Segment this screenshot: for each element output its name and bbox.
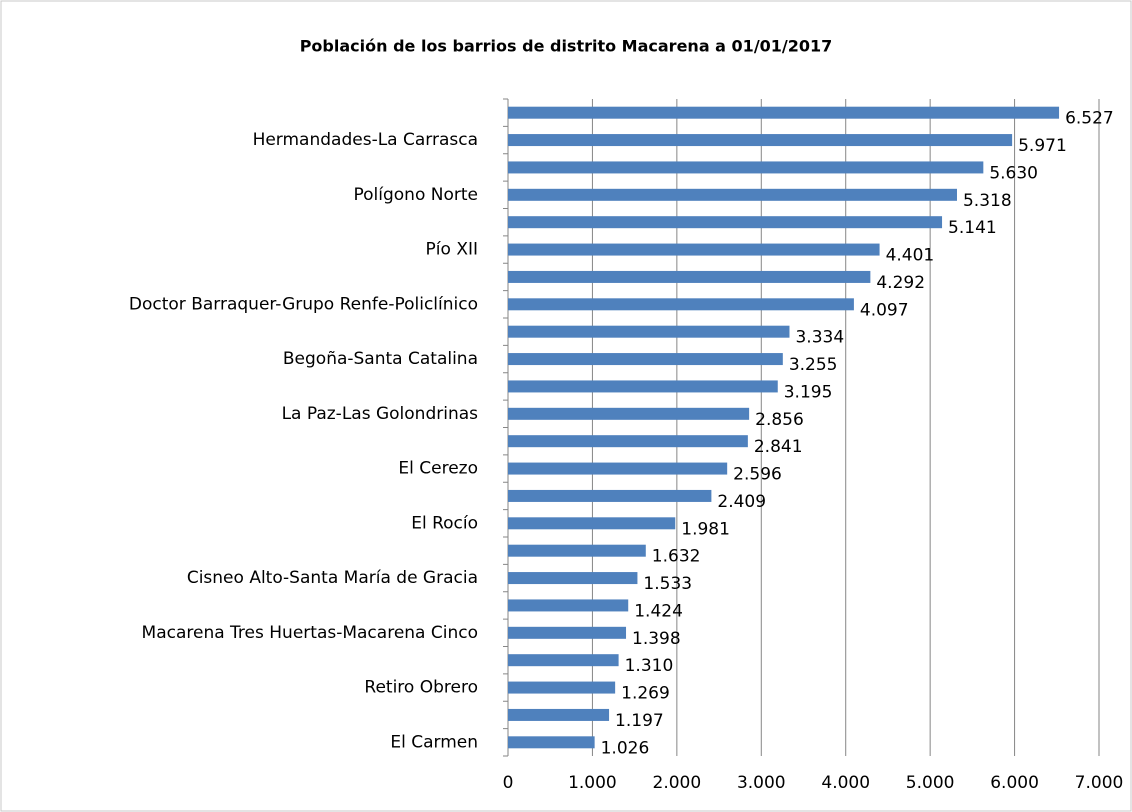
- y-tick-label: Macarena Tres Huertas-Macarena Cinco: [142, 623, 478, 643]
- x-tick-label: 1.000: [568, 773, 617, 793]
- chart-title: Población de los barrios de distrito Mac…: [300, 37, 833, 56]
- value-label: 4.292: [876, 273, 925, 293]
- value-label: 2.856: [755, 410, 804, 430]
- y-tick-label: El Rocío: [411, 513, 478, 533]
- x-tick-label: 7.000: [1075, 773, 1124, 793]
- bar: [508, 736, 595, 749]
- x-tick-label: 4.000: [821, 773, 870, 793]
- y-tick-label: Hermandades-La Carrasca: [253, 130, 478, 150]
- y-tick-label: Doctor Barraquer-Grupo Renfe-Policlínico: [129, 294, 478, 314]
- y-tick-label: Cisneo Alto-Santa María de Gracia: [187, 568, 478, 588]
- value-label: 3.195: [784, 382, 833, 402]
- value-label: 3.255: [789, 355, 838, 375]
- bar: [508, 517, 676, 530]
- bar: [508, 599, 629, 612]
- bar: [508, 681, 616, 694]
- bar: [508, 188, 957, 201]
- bar: [508, 489, 712, 502]
- value-label: 1.310: [625, 656, 674, 676]
- bar: [508, 462, 728, 475]
- bar: [508, 270, 871, 283]
- x-tick-label: 6.000: [990, 773, 1039, 793]
- value-label: 1.424: [634, 601, 683, 621]
- bar: [508, 654, 619, 667]
- x-tick-label: 3.000: [737, 773, 786, 793]
- value-label: 1.026: [601, 738, 650, 758]
- bar: [508, 708, 610, 721]
- value-label: 5.318: [963, 191, 1012, 211]
- y-tick-label: La Paz-Las Golondrinas: [282, 404, 479, 424]
- value-label: 2.409: [717, 492, 766, 512]
- bar: [508, 325, 790, 338]
- bar: [508, 544, 646, 557]
- y-tick-label: Pío XII: [426, 240, 478, 260]
- value-label: 4.097: [860, 300, 909, 320]
- x-tick-label: 0: [503, 773, 514, 793]
- bar: [508, 298, 854, 311]
- bar: [508, 407, 750, 420]
- value-label: 2.596: [733, 465, 782, 485]
- x-tick-label: 5.000: [906, 773, 955, 793]
- bar: [508, 161, 984, 174]
- value-label: 1.632: [652, 547, 701, 567]
- value-label: 1.398: [632, 629, 681, 649]
- bar: [508, 626, 627, 639]
- value-label: 5.630: [989, 163, 1038, 183]
- bar: [508, 243, 880, 256]
- value-label: 1.981: [681, 519, 730, 539]
- value-label: 1.197: [615, 711, 664, 731]
- y-tick-label: Polígono Norte: [354, 185, 479, 205]
- bar: [508, 572, 638, 585]
- value-label: 1.533: [643, 574, 692, 594]
- bar: [508, 106, 1060, 119]
- value-label: 5.141: [948, 218, 997, 238]
- value-label: 4.401: [886, 246, 935, 266]
- value-label: 1.269: [621, 684, 670, 704]
- y-tick-label: Retiro Obrero: [364, 678, 478, 698]
- value-label: 2.841: [754, 437, 803, 457]
- value-label: 6.527: [1065, 109, 1114, 129]
- bar: [508, 216, 943, 229]
- value-label: 5.971: [1018, 136, 1067, 156]
- bar: [508, 380, 778, 393]
- bar: [508, 134, 1013, 147]
- y-tick-label: El Cerezo: [398, 459, 478, 479]
- value-label: 3.334: [795, 328, 844, 348]
- bar: [508, 353, 783, 366]
- bar: [508, 435, 748, 448]
- y-tick-label: El Carmen: [390, 732, 478, 752]
- y-tick-label: Begoña-Santa Catalina: [283, 349, 478, 369]
- x-tick-label: 2.000: [653, 773, 702, 793]
